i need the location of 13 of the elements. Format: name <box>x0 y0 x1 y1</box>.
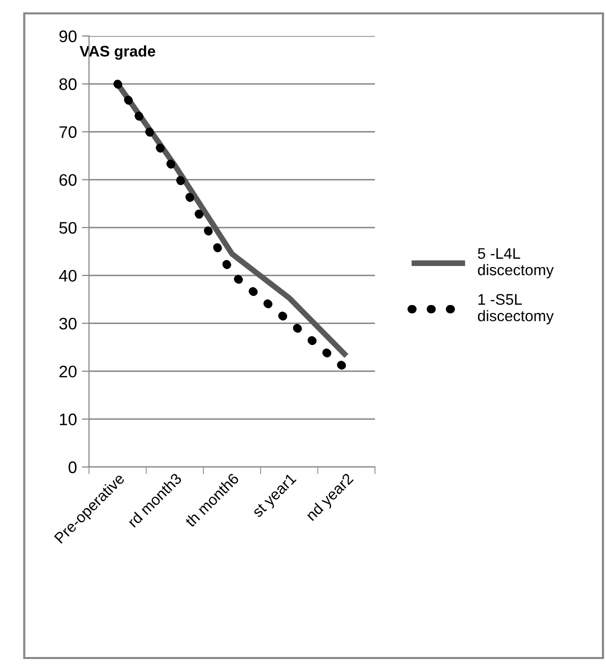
y-tick-label: 80 <box>59 78 77 90</box>
y-tick-label: 30 <box>59 318 77 330</box>
y-tick-label: 10 <box>60 414 77 426</box>
y-tick-label: 20 <box>59 366 77 378</box>
y-axis-title: VAS grade <box>80 45 156 60</box>
y-tick-label: 90 <box>59 30 77 42</box>
legend-label: 5 -L4L discectomy <box>478 248 554 278</box>
y-tick-label: 40 <box>59 270 77 282</box>
y-tick-label: 70 <box>60 126 77 138</box>
y-tick-label: 60 <box>60 174 77 186</box>
y-tick-label: 0 <box>68 461 77 474</box>
y-tick-label: 50 <box>59 222 77 234</box>
legend-label: 1 -S5L discectomy <box>478 294 554 324</box>
